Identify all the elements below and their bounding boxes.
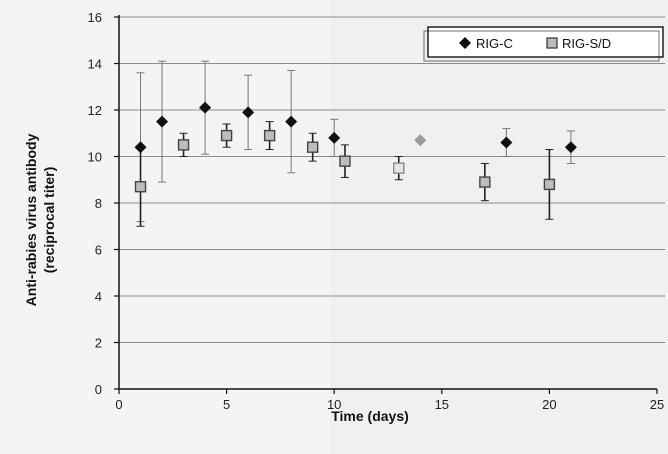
legend-label-rig-sd: RIG-S/D — [562, 36, 611, 51]
point-square-3 — [263, 129, 276, 142]
point-diamond-0 — [134, 141, 147, 154]
axes — [118, 15, 657, 390]
y-tick-label-4: 4 — [95, 289, 102, 304]
y-tick-label-12: 12 — [88, 103, 102, 118]
point-square-7 — [479, 176, 491, 188]
x-tick-label-10: 10 — [327, 397, 341, 412]
x-tick-label-20: 20 — [542, 397, 556, 412]
point-square-6 — [393, 162, 405, 174]
x-tick-label-5: 5 — [223, 397, 230, 412]
x-tick-label-15: 15 — [435, 397, 449, 412]
x-tick-label-0: 0 — [115, 397, 122, 412]
point-diamond-2 — [199, 101, 212, 114]
point-square-2 — [220, 129, 233, 142]
point-diamond-8 — [564, 141, 577, 154]
y-tick-label-14: 14 — [88, 57, 102, 72]
y-axis-title: Anti-rabies virus antibody — [23, 133, 39, 306]
point-diamond-4 — [285, 115, 298, 128]
point-square-5 — [339, 155, 351, 167]
point-diamond-5 — [328, 131, 341, 144]
legend-square-marker — [546, 37, 558, 49]
y-tick-label-6: 6 — [95, 243, 102, 258]
point-diamond-7 — [500, 136, 513, 149]
y-tick-label-10: 10 — [88, 150, 102, 165]
axis-titles: Time (days) Anti-rabies virus antibody (… — [23, 133, 409, 424]
point-diamond-1 — [156, 115, 169, 128]
background-bleedthrough — [330, 0, 668, 454]
y-tick-label-0: 0 — [95, 382, 102, 397]
y-tick-label-16: 16 — [88, 10, 102, 25]
y-tick-label-8: 8 — [95, 196, 102, 211]
point-diamond-6 — [414, 134, 427, 147]
x-tick-label-25: 25 — [650, 397, 664, 412]
point-square-1 — [177, 139, 190, 151]
tick-labels: 0 2 4 6 8 10 12 14 16 0 5 10 15 20 25 — [88, 10, 665, 412]
legend-diamond-marker — [459, 37, 471, 49]
point-diamond-3 — [242, 106, 255, 119]
point-square-4 — [306, 141, 319, 153]
legend: RIG-C RIG-S/D — [423, 26, 664, 62]
point-square-8 — [543, 178, 556, 191]
data-points — [134, 101, 577, 193]
y-axis-title-units: (reciprocal titer) — [41, 167, 57, 274]
y-tick-label-2: 2 — [95, 336, 102, 351]
x-axis-title: Time (days) — [331, 408, 409, 424]
legend-label-rig-c: RIG-C — [476, 36, 513, 51]
point-square-0 — [134, 181, 147, 193]
gridlines — [119, 16, 665, 343]
